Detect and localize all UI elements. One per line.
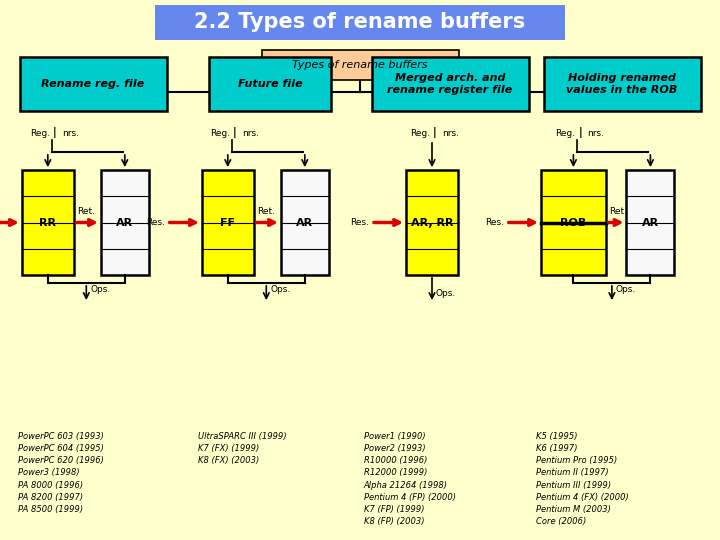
Text: Res.: Res.	[485, 218, 504, 227]
Text: nrs.: nrs.	[442, 129, 459, 138]
Text: AR, RR: AR, RR	[410, 218, 454, 227]
Text: Ops.: Ops.	[270, 286, 291, 294]
Bar	[202, 170, 254, 275]
Text: Reg.: Reg.	[210, 129, 230, 138]
Text: RR: RR	[40, 218, 56, 227]
FancyBboxPatch shape	[19, 57, 166, 111]
Text: Holding renamed
values in the ROB: Holding renamed values in the ROB	[567, 73, 678, 95]
Bar	[281, 170, 329, 275]
Text: Res.: Res.	[350, 218, 369, 227]
Text: AR: AR	[642, 218, 659, 227]
Text: UltraSPARC III (1999)
K7 (FX) (1999)
K8 (FX) (2003): UltraSPARC III (1999) K7 (FX) (1999) K8 …	[198, 432, 287, 465]
Text: |: |	[233, 127, 237, 138]
FancyBboxPatch shape	[372, 57, 528, 111]
Bar	[406, 170, 458, 275]
Text: Rename reg. file: Rename reg. file	[41, 79, 145, 89]
Text: |: |	[433, 127, 437, 138]
Text: Ops.: Ops.	[616, 286, 636, 294]
Text: K5 (1995)
K6 (1997)
Pentium Pro (1995)
Pentium II (1997)
Pentium III (1999)
Pent: K5 (1995) K6 (1997) Pentium Pro (1995) P…	[536, 432, 629, 526]
Text: PowerPC 603 (1993)
PowerPC 604 (1995)
PowerPC 620 (1996)
Power3 (1998)
PA 8000 (: PowerPC 603 (1993) PowerPC 604 (1995) Po…	[18, 432, 104, 514]
FancyBboxPatch shape	[209, 57, 331, 111]
Text: AR: AR	[296, 218, 313, 227]
Text: nrs.: nrs.	[62, 129, 78, 138]
Text: Ret.: Ret.	[257, 207, 275, 217]
Text: Ops.: Ops.	[90, 286, 111, 294]
Text: nrs.: nrs.	[242, 129, 258, 138]
FancyBboxPatch shape	[544, 57, 701, 111]
Bar	[626, 170, 675, 275]
Text: Reg.: Reg.	[30, 129, 50, 138]
Text: ROB: ROB	[560, 218, 587, 227]
Text: Reg.: Reg.	[410, 129, 430, 138]
Bar	[541, 170, 606, 275]
Text: 2.2 Types of rename buffers: 2.2 Types of rename buffers	[194, 12, 526, 32]
Text: AR: AR	[116, 218, 133, 227]
Text: Future file: Future file	[238, 79, 302, 89]
Bar	[101, 170, 149, 275]
Text: Res.: Res.	[145, 218, 165, 227]
Text: FF: FF	[220, 218, 235, 227]
Text: Power1 (1990)
Power2 (1993)
R10000 (1996)
R12000 (1999)
Alpha 21264 (1998)
Penti: Power1 (1990) Power2 (1993) R10000 (1996…	[364, 432, 456, 526]
Bar	[155, 5, 565, 40]
Text: Ret.: Ret.	[77, 207, 95, 217]
Text: nrs.: nrs.	[588, 129, 604, 138]
Text: Reg.: Reg.	[555, 129, 575, 138]
Text: Ops.: Ops.	[436, 288, 456, 298]
FancyBboxPatch shape	[261, 50, 459, 80]
Text: |: |	[579, 127, 582, 138]
Text: |: |	[53, 127, 57, 138]
Text: Ret.: Ret.	[609, 207, 627, 217]
Text: Types of rename buffers: Types of rename buffers	[292, 60, 428, 70]
Text: Merged arch. and
rename register file: Merged arch. and rename register file	[387, 73, 513, 95]
Bar	[22, 170, 73, 275]
